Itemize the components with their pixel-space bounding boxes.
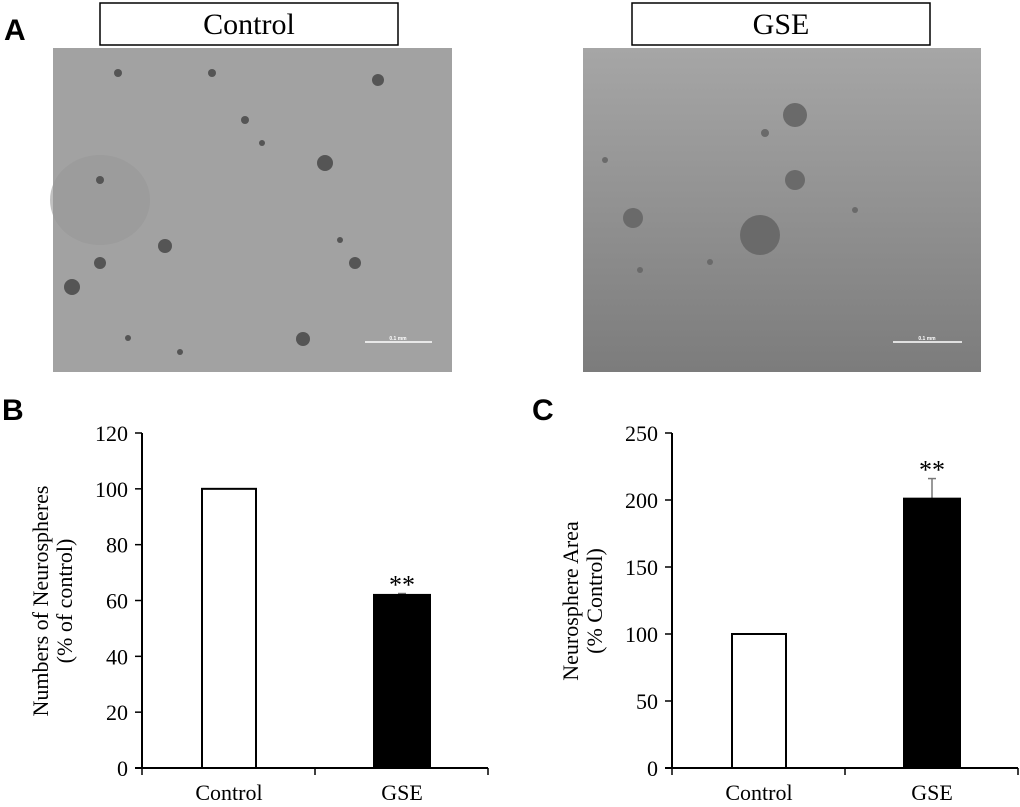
- bar-control: [731, 633, 787, 769]
- control-scale-bar-label: 0.1 mm: [389, 336, 407, 342]
- gse-image-label: GSE: [753, 8, 810, 41]
- neurosphere-blob: [114, 69, 122, 77]
- control-neurospheres: [64, 69, 384, 355]
- neurosphere-blob: [349, 257, 361, 269]
- neurosphere-blob: [317, 155, 333, 171]
- neurosphere-blob: [259, 140, 265, 146]
- y-tick-label: 20: [106, 700, 128, 725]
- neurosphere-blob: [296, 332, 310, 346]
- x-tick-label: Control: [725, 780, 792, 805]
- y-tick-label: 100: [95, 477, 128, 502]
- neurosphere-blob: [158, 239, 172, 253]
- neurosphere-blob: [785, 170, 805, 190]
- neurosphere-blob: [602, 157, 608, 163]
- gse-micrograph-panel: GSE 0.1 mm: [583, 2, 981, 372]
- chart-c-ylabel-line1: Neurosphere Area: [558, 521, 583, 681]
- neurosphere-blob: [177, 349, 183, 355]
- bar-gse: [373, 593, 431, 770]
- y-tick-label: 60: [106, 589, 128, 614]
- y-tick-label: 150: [625, 555, 658, 580]
- y-tick-label: 80: [106, 533, 128, 558]
- gse-scale-bar-label: 0.1 mm: [918, 336, 936, 342]
- neurosphere-blob: [64, 279, 80, 295]
- significance-marker: **: [919, 456, 945, 485]
- control-label-box: [99, 2, 399, 46]
- panel-letter-b: B: [2, 394, 24, 427]
- micrograph-shading: [50, 155, 150, 245]
- gse-label-box: [631, 2, 931, 46]
- gse-neurospheres: [602, 103, 858, 273]
- neurosphere-blob: [241, 116, 249, 124]
- x-tick-label: GSE: [911, 780, 953, 805]
- neurosphere-blob: [761, 129, 769, 137]
- y-tick-label: 200: [625, 488, 658, 513]
- chart-b-ylabel-line1: Numbers of Neurospheres: [28, 486, 53, 717]
- y-tick-label: 0: [647, 756, 658, 781]
- neurosphere-blob: [96, 176, 104, 184]
- bar-control: [201, 487, 257, 769]
- neurosphere-blob: [740, 215, 780, 255]
- panel-letter-c: C: [532, 394, 554, 427]
- chart-b: B Numbers of Neurospheres (% of control)…: [2, 394, 489, 805]
- chart-c: C Neurosphere Area (% Control) 0 50 100 150…: [532, 394, 1019, 805]
- y-tick-label: 40: [106, 644, 128, 669]
- neurosphere-blob: [94, 257, 106, 269]
- chart-b-ylabel-line2: (% of control): [52, 539, 77, 664]
- bar-gse: [903, 497, 961, 769]
- x-tick-label: GSE: [381, 780, 423, 805]
- neurosphere-blob: [637, 267, 643, 273]
- neurosphere-blob: [372, 74, 384, 86]
- neurosphere-blob: [783, 103, 807, 127]
- y-tick-label: 250: [625, 421, 658, 446]
- y-tick-label: 100: [625, 622, 658, 647]
- neurosphere-blob: [707, 259, 713, 265]
- gse-micrograph: [583, 48, 981, 372]
- neurosphere-blob: [208, 69, 216, 77]
- significance-marker: **: [389, 571, 415, 600]
- y-tick-label: 0: [117, 756, 128, 781]
- panel-letter-a: A: [4, 14, 26, 47]
- control-image-label: Control: [203, 8, 295, 41]
- neurosphere-blob: [125, 335, 131, 341]
- x-tick-label: Control: [195, 780, 262, 805]
- control-micrograph-panel: Control 0.1 mm: [50, 2, 452, 372]
- y-tick-label: 50: [636, 689, 658, 714]
- chart-c-ylabel-line2: (% Control): [582, 548, 607, 654]
- neurosphere-blob: [337, 237, 343, 243]
- y-tick-label: 120: [95, 421, 128, 446]
- neurosphere-blob: [623, 208, 643, 228]
- neurosphere-blob: [852, 207, 858, 213]
